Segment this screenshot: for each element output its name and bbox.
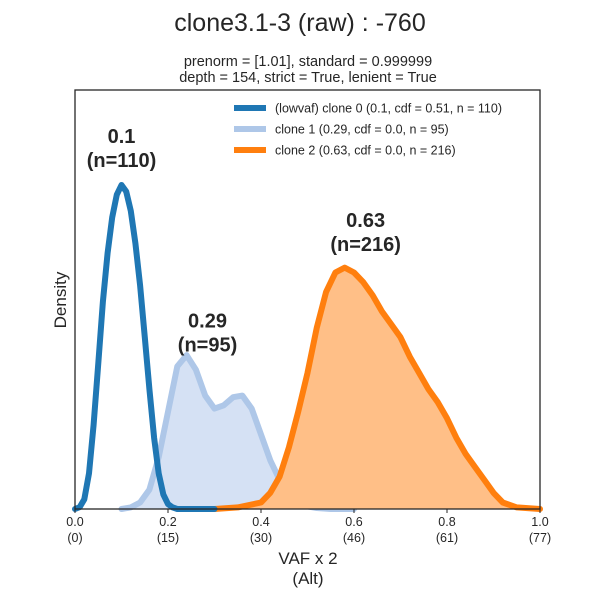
legend-label-1: clone 1 (0.29, cdf = 0.0, n = 95) bbox=[275, 123, 449, 137]
plot-frame bbox=[74, 89, 541, 510]
peak-label-0-line-1: (n=110) bbox=[87, 150, 156, 172]
plot-series bbox=[72, 182, 543, 512]
chart-title: clone3.1-3 (raw) : -760 bbox=[174, 9, 426, 37]
peak-label-1-line-1: (n=95) bbox=[178, 335, 237, 357]
x-axis-ticks: 0.0 (0) 0.2 (15) 0.4 (30) 0.6 (46) 0.8 (61) 1.0 (77… bbox=[66, 509, 551, 545]
legend-label-2: clone 2 (0.63, cdf = 0.0, n = 216) bbox=[275, 144, 456, 158]
chart-subtitle-line-2: depth = 154, strict = True, lenient = Tr… bbox=[179, 70, 437, 86]
x-tick-label-0: 0.0 bbox=[66, 515, 83, 529]
series-1-area bbox=[121, 355, 354, 509]
peak-label-2-line-1: (n=216) bbox=[330, 234, 401, 256]
y-axis-label: Density bbox=[51, 271, 70, 328]
plot-border bbox=[74, 89, 541, 510]
peak-label-2-line-0: 0.63 bbox=[346, 210, 385, 232]
x-tick-sublabel-3: (46) bbox=[343, 531, 365, 545]
x-tick-sublabel-0: (0) bbox=[67, 531, 82, 545]
x-tick-sublabel-2: (30) bbox=[250, 531, 272, 545]
x-axis-label: VAF x 2 bbox=[278, 549, 337, 568]
x-axis-sublabel: (Alt) bbox=[292, 569, 323, 588]
x-tick-sublabel-4: (61) bbox=[436, 531, 458, 545]
x-tick-sublabel-1: (15) bbox=[157, 531, 179, 545]
legend-label-0: (lowvaf) clone 0 (0.1, cdf = 0.51, n = 1… bbox=[275, 102, 502, 116]
x-tick-label-4: 0.8 bbox=[438, 515, 455, 529]
x-tick-sublabel-5: (77) bbox=[529, 531, 551, 545]
x-tick-label-2: 0.4 bbox=[252, 515, 269, 529]
x-tick-label-1: 0.2 bbox=[159, 515, 176, 529]
x-tick-label-5: 1.0 bbox=[531, 515, 548, 529]
series-2-line bbox=[211, 264, 543, 512]
peak-label-0-line-0: 0.1 bbox=[108, 126, 136, 148]
peak-label-1-line-0: 0.29 bbox=[188, 311, 227, 333]
series-2-area bbox=[214, 267, 540, 509]
legend: (lowvaf) clone 0 (0.1, cdf = 0.51, n = 1… bbox=[234, 102, 502, 158]
peak-labels: 0.1(n=110) 0.29(n=95) 0.63(n=216) bbox=[87, 126, 401, 357]
x-tick-label-3: 0.6 bbox=[345, 515, 362, 529]
chart-subtitle-line-1: prenorm = [1.01], standard = 0.999999 bbox=[184, 54, 432, 70]
